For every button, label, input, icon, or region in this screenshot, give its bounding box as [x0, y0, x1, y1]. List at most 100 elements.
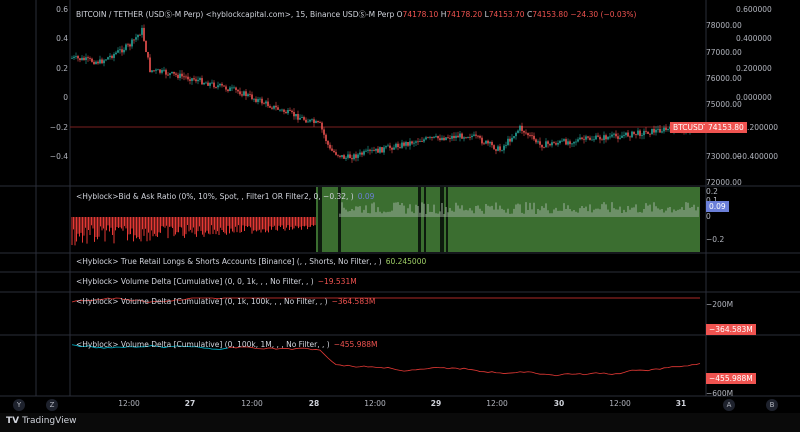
- price-axis-tick: 77000.00: [706, 48, 742, 57]
- candle-body: [321, 122, 323, 130]
- vd2-legend[interactable]: <Hyblock> Volume Delta [Cumulative] (0, …: [76, 297, 375, 307]
- bid-ask-value-tag: 0.09: [706, 201, 729, 212]
- candle-body: [75, 56, 77, 57]
- candle-body: [617, 136, 619, 139]
- candle-body: [161, 70, 163, 73]
- candle-body: [305, 119, 307, 123]
- candle-body: [293, 112, 295, 117]
- candle-body: [581, 137, 583, 139]
- candle-body: [141, 27, 143, 35]
- bid-ask-legend[interactable]: <Hyblock>Bid & Ask Ratio (0%, 10%, Spot,…: [76, 192, 374, 202]
- candle-body: [529, 135, 531, 136]
- candle-body: [653, 128, 655, 133]
- candle-body: [505, 144, 507, 146]
- candle-body: [311, 119, 313, 121]
- candle-body: [251, 94, 253, 100]
- candle-body: [623, 135, 625, 136]
- candle-body: [199, 78, 201, 80]
- candle-body: [501, 150, 503, 152]
- candle-body: [81, 57, 83, 61]
- candle-body: [521, 125, 523, 131]
- candle-body: [345, 157, 347, 159]
- candle-body: [487, 140, 489, 144]
- candle-body: [183, 76, 185, 78]
- candle-body: [373, 150, 375, 152]
- candle-body: [609, 136, 611, 138]
- candle-body: [429, 137, 431, 138]
- candle-body: [625, 132, 627, 136]
- candle-body: [575, 141, 577, 143]
- candle-body: [217, 85, 219, 88]
- symbol-legend[interactable]: BITCOIN / TETHER (USDⓈ-M Perp) <hyblockc…: [76, 10, 636, 20]
- brand-name: TradingView: [22, 416, 77, 426]
- vd2-value-tag: −364.583M: [706, 324, 756, 335]
- vd1-legend[interactable]: <Hyblock> Volume Delta [Cumulative] (0, …: [76, 277, 357, 287]
- candle-body: [229, 87, 231, 92]
- candle-body: [137, 34, 139, 38]
- candle-body: [295, 114, 297, 117]
- candle-body: [91, 58, 93, 62]
- candle-body: [619, 137, 621, 139]
- candle-body: [85, 57, 87, 61]
- candle-body: [261, 98, 263, 104]
- candle-body: [449, 138, 451, 139]
- candle-body: [655, 129, 657, 133]
- grid-lines: [0, 0, 800, 397]
- left-axis-tick: 0.6: [56, 5, 68, 14]
- retail-legend[interactable]: <Hyblock> True Retail Longs & Shorts Acc…: [76, 257, 426, 267]
- candle-body: [471, 135, 473, 138]
- candle-body: [405, 141, 407, 146]
- candle-body: [541, 144, 543, 148]
- left-axis-button-z[interactable]: Z: [46, 399, 58, 411]
- candle-body: [203, 82, 205, 85]
- candle-body: [445, 137, 447, 141]
- candle-body: [275, 105, 277, 108]
- candle-body: [397, 143, 399, 148]
- candle-body: [621, 135, 623, 138]
- candle-body: [381, 147, 383, 153]
- candle-body: [461, 133, 463, 139]
- time-axis-label: 12:00: [118, 399, 140, 408]
- candle-body: [237, 89, 239, 92]
- vd3-legend[interactable]: <Hyblock> Volume Delta [Cumulative] (0, …: [76, 340, 378, 350]
- left-axis-tick: 0: [63, 93, 68, 102]
- candle-body: [219, 83, 221, 86]
- candle-body: [125, 44, 127, 50]
- candle-body: [291, 110, 293, 113]
- candle-body: [313, 119, 315, 123]
- candle-body: [201, 78, 203, 85]
- close-label: C: [526, 10, 533, 19]
- candle-body: [611, 134, 613, 137]
- candle-body: [363, 151, 365, 155]
- right-axis-button-a[interactable]: A: [723, 399, 735, 411]
- candle-body: [407, 141, 409, 146]
- candle-body: [585, 136, 587, 140]
- candle-body: [263, 103, 265, 105]
- candle-body: [119, 49, 121, 51]
- candle-body: [327, 141, 329, 145]
- vd3-value-tag: −455.988M: [706, 373, 756, 384]
- candle-body: [437, 135, 439, 139]
- candle-body: [545, 141, 547, 148]
- vd3-line-down: [227, 346, 701, 377]
- right-axis-button-b[interactable]: B: [766, 399, 778, 411]
- candle-body: [105, 59, 107, 61]
- candle-body: [365, 150, 367, 152]
- candle-body: [509, 138, 511, 142]
- candle-body: [553, 142, 555, 144]
- candle-body: [439, 138, 441, 141]
- candle-body: [271, 107, 273, 109]
- candle-body: [453, 135, 455, 139]
- candle-body: [265, 101, 267, 104]
- candle-body: [455, 135, 457, 139]
- vd2-line: [71, 297, 700, 303]
- left-axis-button-y[interactable]: Y: [13, 399, 25, 411]
- candle-body: [239, 91, 241, 95]
- candle-body: [601, 139, 603, 141]
- tradingview-logo[interactable]: TV TradingView: [6, 416, 77, 426]
- candle-body: [133, 39, 135, 41]
- candle-body: [349, 154, 351, 159]
- vd1-value: −19.531M: [317, 277, 357, 286]
- candle-body: [165, 69, 167, 75]
